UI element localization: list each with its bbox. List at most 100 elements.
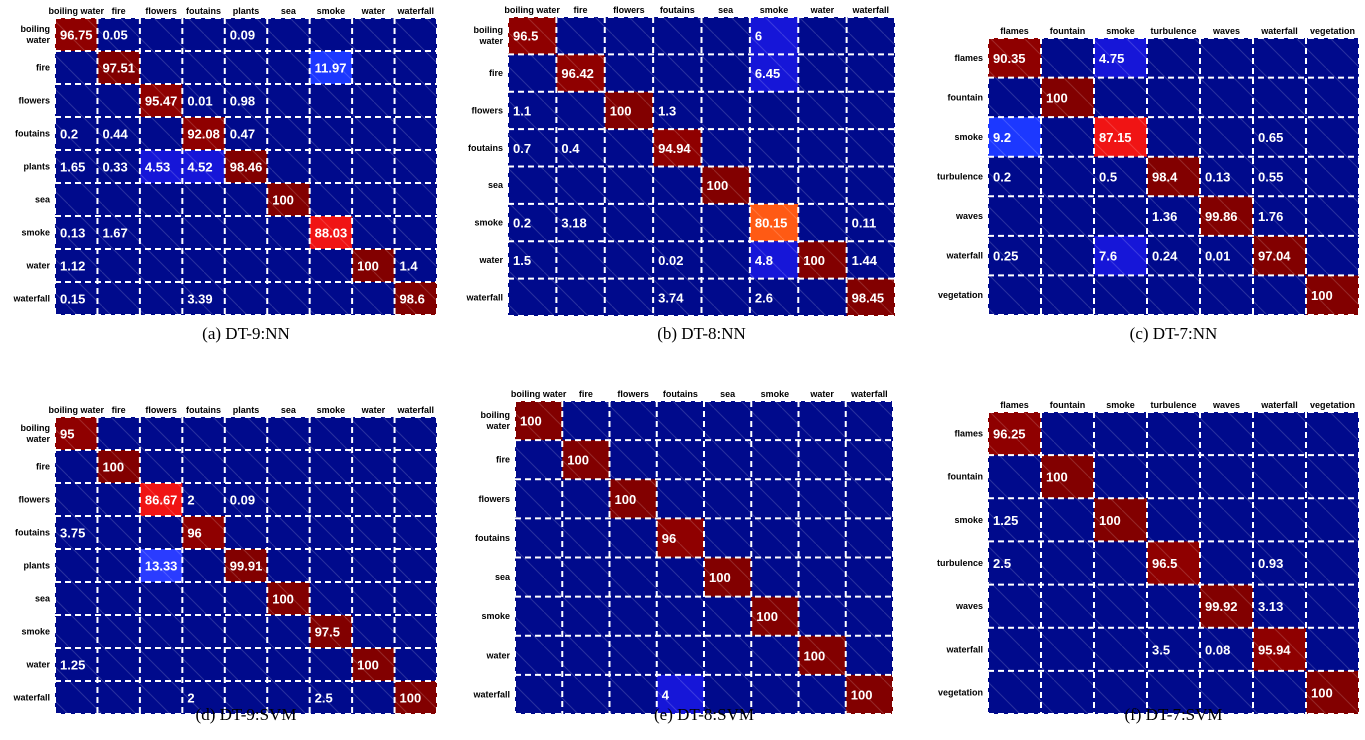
cell-value-label: 96.5 [1152,556,1177,571]
cell-value-label: 0.2 [60,127,78,142]
cell-value-label: 0.09 [230,493,255,508]
cell-value-label: 0.4 [561,141,580,156]
cell-value-label: 1.25 [993,513,1018,528]
row-label: foutains [15,528,50,538]
cell-value-label: 0.01 [187,94,212,109]
column-label: water [809,389,834,399]
row-label: water [478,255,503,265]
row-label: vegetation [938,687,983,697]
column-label: flames [1000,400,1029,410]
column-label: sea [718,5,734,15]
cell-value-label: 95.47 [145,94,178,109]
cell-value-label: 0.47 [230,127,255,142]
column-label: flowers [617,389,649,399]
cell-value-label: 1.5 [513,253,531,268]
row-label: waves [955,601,983,611]
cell-value-label: 80.15 [755,216,788,231]
cell-value-label: 2.5 [993,556,1011,571]
row-label: foutains [15,129,50,139]
cell-value-label: 100 [610,103,632,118]
cell-value-label: 98.4 [1152,170,1178,185]
cell-value-label: 0.55 [1258,170,1283,185]
cell-value-label: 100 [709,570,731,585]
row-label: flowers [18,96,50,106]
column-label: smoke [761,389,790,399]
column-label: fire [112,6,126,16]
cell-value-label: 98.6 [400,292,425,307]
cell-value-label: 100 [756,609,778,624]
column-label: foutains [660,5,695,15]
cell-value-label: 1.3 [658,103,676,118]
column-label: smoke [317,6,346,16]
panel-caption: (a) DT-9:NN [202,324,290,343]
row-label: smoke [954,515,983,525]
cell-value-label: 1.67 [102,226,127,241]
panel-caption: (d) DT-9:SVM [196,705,297,724]
column-label: waterfall [1260,26,1298,36]
cell-value-label: 7.6 [1099,249,1117,264]
row-label: fire [496,455,510,465]
column-label: flames [1000,26,1029,36]
column-label: waterfall [397,405,435,415]
hatch-overlay [988,412,1359,714]
column-label: water [361,405,386,415]
cell-value-label: 86.67 [145,493,178,508]
cell-value-label: 0.2 [513,216,531,231]
column-label: foutains [186,405,221,415]
cell-value-label: 97.51 [102,61,135,76]
heatmap-panel: 96.5 6 96.42 6.45 1.1 100 1.3 0.7 0.4 94.94 100 0.2… [465,5,896,343]
column-label: boiling water [48,405,104,415]
cell-value-label: 4.52 [187,160,212,175]
cell-value-label: 96.5 [513,29,538,44]
cell-value-label: 0.33 [102,160,127,175]
column-label: water [810,5,835,15]
panel-caption: (c) DT-7:NN [1130,324,1218,343]
cell-value-label: 100 [272,193,294,208]
cell-value-label: 99.91 [230,559,263,574]
row-label: vegetation [938,290,983,300]
cell-value-label: 92.08 [187,127,220,142]
row-label: boiling [474,25,504,35]
column-label: boiling water [48,6,104,16]
row-label: smoke [954,132,983,142]
cell-value-label: 2 [187,691,194,706]
cell-value-label: 100 [1311,288,1333,303]
column-label: fountain [1050,26,1086,36]
column-label: fire [574,5,588,15]
cell-value-label: 6 [755,29,762,44]
cell-value-label: 0.08 [1205,642,1230,657]
hatch-overlay [55,18,437,315]
cell-value-label: 0.65 [1258,130,1283,145]
column-label: water [361,6,386,16]
row-label: sea [495,572,511,582]
cell-value-label: 9.2 [993,130,1011,145]
heatmap-panel: 96.25 100 1.25 100 2.5 96.5 0.93 99.92 3.13 3.5 0.… [937,400,1360,724]
cell-value-label: 100 [357,259,379,274]
cell-value-label: 0.5 [1099,170,1117,185]
cell-value-label: 96.25 [993,427,1026,442]
cell-value-label: 0.05 [102,28,127,43]
cell-value-label: 1.1 [513,103,531,118]
row-label: water [25,35,50,45]
cell-value-label: 1.4 [400,259,419,274]
row-label: smoke [21,228,50,238]
column-label: sea [281,6,297,16]
cell-value-label: 96 [187,526,201,541]
cell-value-label: 98.46 [230,160,263,175]
hatch-overlay [988,38,1359,315]
cell-value-label: 2 [187,493,194,508]
column-label: flowers [613,5,645,15]
column-label: waterfall [850,389,888,399]
cell-value-label: 3.18 [561,216,586,231]
column-label: smoke [317,405,346,415]
row-label: water [485,421,510,431]
column-label: smoke [1106,26,1135,36]
cell-value-label: 4.75 [1099,51,1124,66]
cell-value-label: 88.03 [315,226,348,241]
cell-value-label: 100 [400,691,422,706]
row-label: flames [954,429,983,439]
heatmap-panel: 95 100 86.67 2 0.09 3.75 96 13.33 99.91 100 97.5 1.… [12,405,438,724]
cell-value-label: 0.02 [658,253,683,268]
panel-caption: (f) DT-7:SVM [1124,705,1222,724]
row-label: fire [489,68,503,78]
